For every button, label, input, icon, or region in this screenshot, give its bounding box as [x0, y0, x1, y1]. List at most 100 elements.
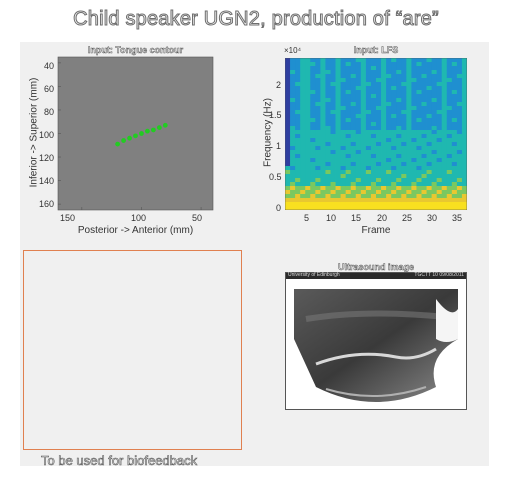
lfs-cell: [345, 194, 352, 199]
lfs-cell: [431, 150, 438, 155]
lfs-cell: [315, 98, 321, 103]
lfs-cell: [285, 122, 291, 127]
lfs-cell: [436, 158, 443, 163]
lfs-cell: [360, 90, 367, 95]
lfs-cell: [391, 162, 397, 167]
lfs-cell: [325, 202, 331, 207]
lfs-cell: [421, 166, 427, 171]
lfs-cell: [461, 118, 467, 123]
lfs-cell: [426, 74, 433, 79]
lfs-cell: [416, 166, 422, 171]
lfs-cell: [350, 166, 357, 171]
lfs-cell: [350, 122, 357, 127]
lfs-cell: [325, 186, 331, 191]
lfs-cell: [396, 170, 402, 175]
lfs-cell: [290, 58, 296, 63]
lfs-cell: [381, 102, 387, 107]
lfs-cell: [431, 78, 438, 83]
lfs-cell: [300, 118, 306, 123]
lfs-multiplier: ×10⁴: [284, 46, 302, 55]
lfs-cell: [370, 66, 377, 71]
lfs-cell: [396, 198, 402, 203]
lfs-cell: [345, 58, 352, 63]
lfs-cell: [335, 166, 342, 171]
lfs-cell: [340, 94, 347, 99]
lfs-cell: [295, 122, 301, 127]
lfs-cell: [416, 94, 422, 99]
lfs-cell: [340, 130, 347, 135]
lfs-cell: [335, 134, 342, 139]
lfs-cell: [330, 182, 336, 187]
lfs-cell: [320, 190, 326, 195]
lfs-cell: [396, 134, 402, 139]
lfs-cell: [335, 162, 342, 167]
lfs-cell: [401, 58, 407, 63]
lfs-cell: [300, 126, 306, 131]
lfs-cell: [456, 186, 463, 191]
lfs-cell: [285, 150, 291, 155]
lfs-cell: [451, 206, 458, 210]
lfs-cell: [340, 86, 347, 91]
lfs-cell: [456, 162, 463, 167]
lfs-cell: [376, 106, 382, 111]
lfs-cell: [456, 118, 463, 123]
lfs-cell: [446, 82, 453, 87]
lfs-cell: [340, 82, 347, 87]
lfs-cell: [345, 78, 352, 83]
lfs-cell: [300, 138, 306, 143]
lfs-cell: [381, 130, 387, 135]
lfs-cell: [456, 174, 463, 179]
lfs-cell: [456, 98, 463, 103]
lfs-cell: [350, 134, 357, 139]
lfs-cell: [406, 170, 412, 175]
lfs-cell: [320, 158, 326, 163]
lfs-cell: [461, 150, 467, 155]
lfs-cell: [426, 82, 433, 87]
lfs-cell: [426, 202, 433, 207]
lfs-cell: [345, 122, 352, 127]
lfs-cell: [391, 78, 397, 83]
lfs-cell: [451, 78, 458, 83]
lfs-cell: [396, 62, 402, 67]
lfs-cell: [406, 126, 412, 131]
lfs-cell: [340, 198, 347, 203]
lfs-cell: [345, 94, 352, 99]
lfs-cell: [305, 94, 311, 99]
lfs-cell: [386, 166, 392, 171]
lfs-cell: [295, 174, 301, 179]
lfs-cell: [376, 102, 382, 107]
lfs-cell: [411, 150, 417, 155]
lfs-cell: [325, 178, 331, 183]
lfs-cell: [305, 98, 311, 103]
lfs-cell: [330, 190, 336, 195]
lfs-cell: [300, 70, 306, 75]
lfs-cell: [310, 202, 316, 207]
lfs-xtick: 35: [452, 213, 463, 223]
lfs-cell: [396, 166, 402, 171]
lfs-cell: [446, 162, 453, 167]
lfs-cell: [421, 182, 427, 187]
lfs-cell: [426, 106, 433, 111]
lfs-cell: [416, 74, 422, 79]
lfs-cell: [310, 206, 316, 210]
lfs-cell: [401, 66, 407, 71]
lfs-cell: [360, 58, 367, 63]
lfs-cell: [401, 138, 407, 143]
lfs-cell: [305, 186, 311, 191]
lfs-cell: [335, 202, 342, 207]
lfs-cell: [436, 82, 443, 87]
lfs-cell: [340, 170, 347, 175]
lfs-cell: [381, 146, 387, 151]
lfs-cell: [355, 74, 362, 79]
lfs-cell: [421, 190, 427, 195]
lfs-cell: [446, 110, 453, 115]
lfs-cell: [325, 82, 331, 87]
lfs-ytick: 1: [276, 141, 282, 151]
lfs-cell: [365, 146, 372, 151]
lfs-cell: [285, 62, 291, 67]
lfs-cell: [310, 118, 316, 123]
lfs-cell: [406, 150, 412, 155]
lfs-cell: [345, 142, 352, 147]
lfs-cell: [376, 62, 382, 67]
lfs-cell: [451, 198, 458, 203]
